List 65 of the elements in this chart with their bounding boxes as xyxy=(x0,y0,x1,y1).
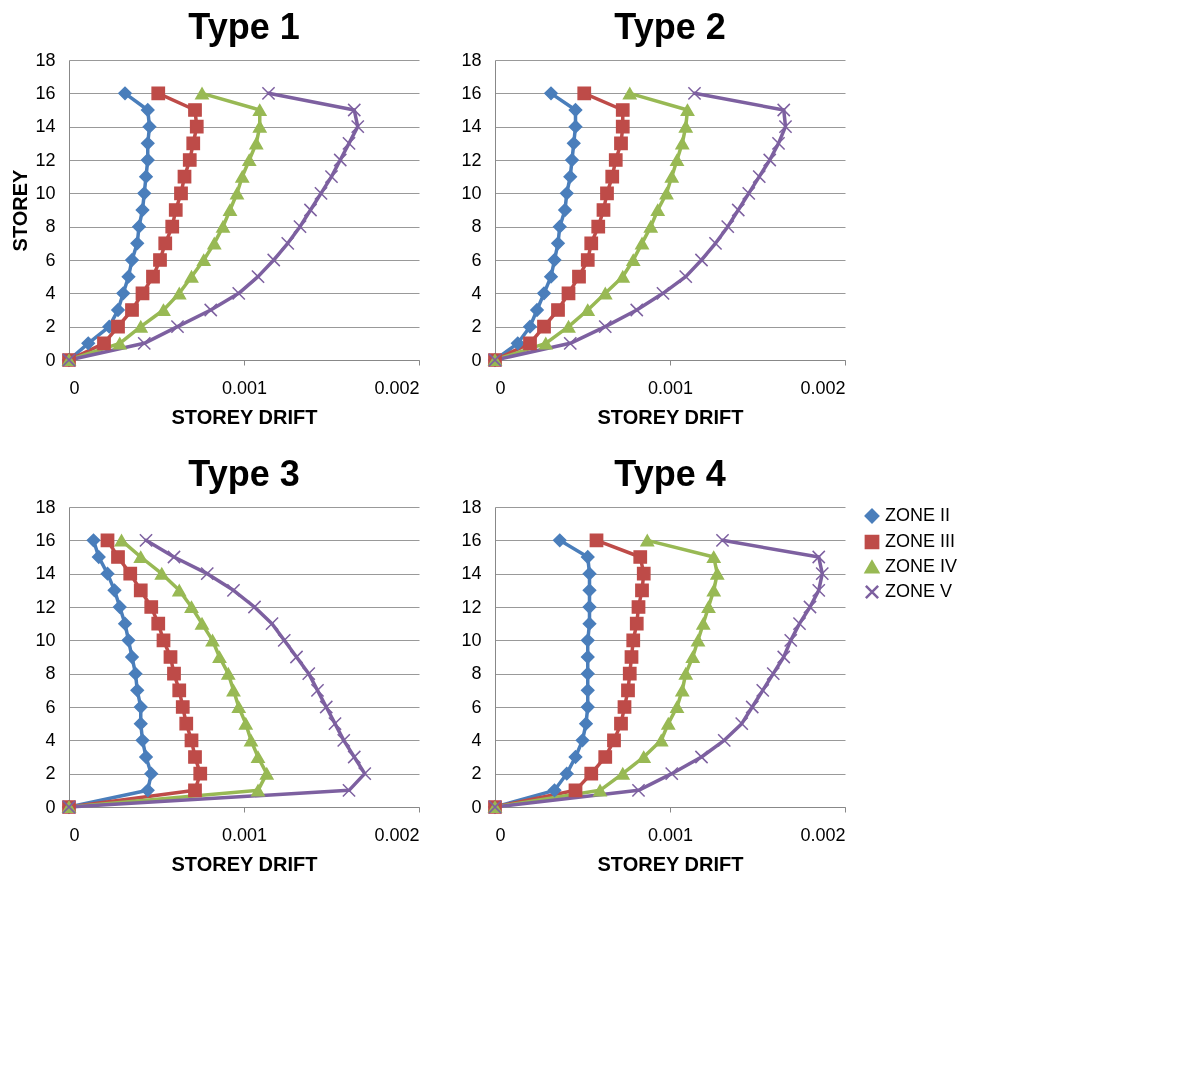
y-axis-title: STOREY xyxy=(9,168,32,252)
y-tick-label: 10 xyxy=(461,182,482,203)
x-tick-label: 0.001 xyxy=(647,824,694,845)
y-tick-label: 2 xyxy=(45,316,56,337)
y-tick-label: 10 xyxy=(461,629,482,650)
y-tick-label: 2 xyxy=(45,763,56,784)
x-tick-label: 0 xyxy=(495,824,506,845)
y-tick-label: 0 xyxy=(45,796,56,817)
y-tick-label: 16 xyxy=(461,529,482,550)
x-tick-label: 0 xyxy=(69,377,80,398)
y-tick-label: 8 xyxy=(471,216,482,237)
y-tick-label: 10 xyxy=(35,629,56,650)
y-tick-label: 18 xyxy=(35,496,56,517)
x-tick-label: 0.001 xyxy=(221,377,268,398)
x-tick-label: 0.002 xyxy=(374,824,420,845)
y-tick-label: 0 xyxy=(45,349,56,370)
y-tick-label: 8 xyxy=(45,216,56,237)
y-tick-label: 8 xyxy=(471,663,482,684)
y-tick-label: 6 xyxy=(45,249,56,270)
y-tick-label: 4 xyxy=(45,729,56,750)
y-tick-label: 0 xyxy=(471,349,482,370)
y-tick-label: 14 xyxy=(35,563,56,584)
legend-label: ZONE III xyxy=(885,531,956,551)
y-tick-label: 0 xyxy=(471,796,482,817)
y-tick-label: 16 xyxy=(35,529,56,550)
x-axis-title: STOREY DRIFT xyxy=(597,852,744,875)
x-tick-label: 0.001 xyxy=(221,824,268,845)
legend-label: ZONE V xyxy=(885,581,953,601)
y-tick-label: 6 xyxy=(471,249,482,270)
y-tick-label: 16 xyxy=(35,82,56,103)
x-axis-title: STOREY DRIFT xyxy=(171,405,318,428)
x-tick-label: 0.002 xyxy=(800,377,846,398)
chart-title: Type 4 xyxy=(614,453,726,494)
y-tick-label: 18 xyxy=(35,49,56,70)
x-tick-label: 0.002 xyxy=(800,824,846,845)
x-tick-label: 0 xyxy=(69,824,80,845)
y-tick-label: 14 xyxy=(461,116,482,137)
y-tick-label: 4 xyxy=(45,282,56,303)
y-tick-label: 14 xyxy=(35,116,56,137)
x-axis-title: STOREY DRIFT xyxy=(171,852,318,875)
x-tick-label: 0 xyxy=(495,377,506,398)
chart-title: Type 1 xyxy=(188,6,300,47)
legend-label: ZONE II xyxy=(885,505,951,525)
legend-label: ZONE IV xyxy=(885,556,958,576)
y-tick-label: 18 xyxy=(461,49,482,70)
chart-title: Type 3 xyxy=(188,453,300,494)
y-tick-label: 16 xyxy=(461,82,482,103)
y-tick-label: 2 xyxy=(471,763,482,784)
chart-title: Type 2 xyxy=(614,6,726,47)
y-tick-label: 18 xyxy=(461,496,482,517)
x-axis-title: STOREY DRIFT xyxy=(597,405,744,428)
y-tick-label: 12 xyxy=(35,149,56,170)
y-tick-label: 8 xyxy=(45,663,56,684)
y-tick-label: 2 xyxy=(471,316,482,337)
x-tick-label: 0.001 xyxy=(647,377,694,398)
y-tick-label: 6 xyxy=(471,696,482,717)
y-tick-label: 4 xyxy=(471,729,482,750)
y-tick-label: 12 xyxy=(461,149,482,170)
y-tick-label: 12 xyxy=(461,596,482,617)
y-tick-label: 6 xyxy=(45,696,56,717)
y-tick-label: 14 xyxy=(461,563,482,584)
y-tick-label: 12 xyxy=(35,596,56,617)
x-tick-label: 0.002 xyxy=(374,377,420,398)
y-tick-label: 4 xyxy=(471,282,482,303)
y-tick-label: 10 xyxy=(35,182,56,203)
